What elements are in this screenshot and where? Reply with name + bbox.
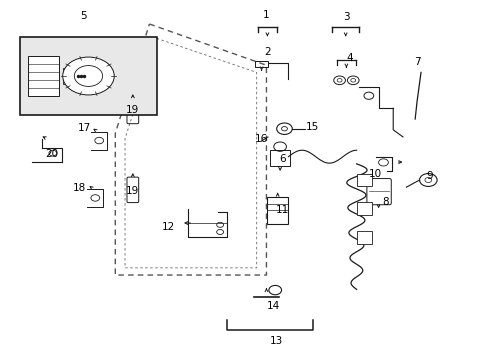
Text: 3: 3 xyxy=(343,12,349,22)
Text: 13: 13 xyxy=(269,336,282,346)
Text: 9: 9 xyxy=(426,171,432,181)
Text: 19: 19 xyxy=(125,105,139,115)
Text: 1: 1 xyxy=(263,10,269,20)
Circle shape xyxy=(62,57,114,95)
Text: 10: 10 xyxy=(368,168,381,179)
Bar xyxy=(356,231,371,244)
Text: 15: 15 xyxy=(305,122,319,132)
Text: 6: 6 xyxy=(279,154,285,164)
Text: 5: 5 xyxy=(80,11,87,21)
Text: 4: 4 xyxy=(346,53,352,63)
Text: 8: 8 xyxy=(382,197,388,207)
Bar xyxy=(254,61,268,67)
Bar xyxy=(266,197,288,224)
Bar xyxy=(20,37,157,116)
Bar xyxy=(63,68,75,84)
Text: 12: 12 xyxy=(162,222,175,232)
Text: 11: 11 xyxy=(275,206,288,216)
Bar xyxy=(27,56,59,96)
Bar xyxy=(356,174,371,186)
Text: 14: 14 xyxy=(266,301,280,311)
Text: 16: 16 xyxy=(254,134,267,144)
Bar xyxy=(270,149,289,166)
Text: 17: 17 xyxy=(78,123,91,133)
Bar xyxy=(356,202,371,215)
Text: 2: 2 xyxy=(264,46,271,57)
Text: 18: 18 xyxy=(73,183,86,193)
Text: 19: 19 xyxy=(125,186,139,197)
Text: 7: 7 xyxy=(413,57,420,67)
Text: 20: 20 xyxy=(45,149,59,159)
